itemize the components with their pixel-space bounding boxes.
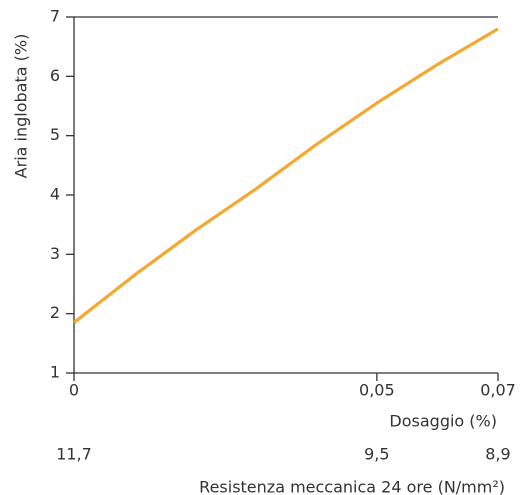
x-tick-label: 0,05 <box>359 381 395 400</box>
data-line <box>73 27 499 324</box>
y-tick-label: 7 <box>50 7 60 26</box>
x-tick-label: 0 <box>69 381 79 400</box>
y-tick-label: 2 <box>50 303 60 322</box>
y-tick-label: 3 <box>50 244 60 263</box>
x2-tick-label: 8,9 <box>485 445 510 464</box>
x2-axis-title: Resistenza meccanica 24 ore (N/mm²) <box>199 478 505 495</box>
x-axis-title: Dosaggio (%) <box>389 412 497 431</box>
y-tick-label: 6 <box>50 66 60 85</box>
x-tick-label: 0,07 <box>480 381 516 400</box>
y-tick-label: 5 <box>50 125 60 144</box>
y-tick-label: 4 <box>50 185 60 204</box>
y-tick-label: 1 <box>50 363 60 382</box>
x2-tick-label: 9,5 <box>364 445 389 464</box>
y-axis-title: Aria inglobata (%) <box>12 34 31 179</box>
x2-tick-label: 11,7 <box>56 445 92 464</box>
